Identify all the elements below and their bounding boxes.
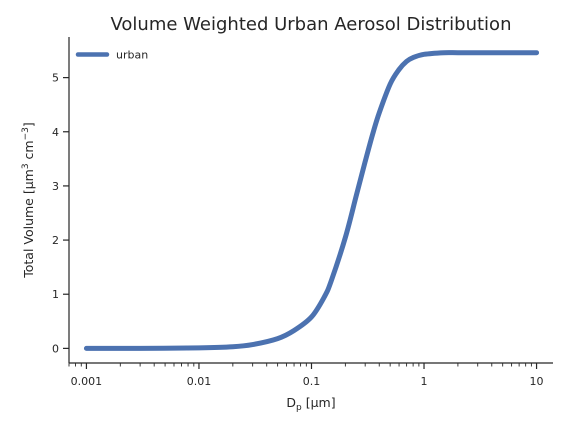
x-tick-label: 10 [530,375,544,388]
y-axis-label-part2: cm [21,140,36,163]
x-tick-label: 0.001 [71,375,103,388]
x-axis-label-base: D [286,395,296,410]
x-tick-label: 0.01 [187,375,212,388]
x-axis-label-sub: p [296,403,302,413]
y-axis-label-part1: Total Volume [μm [21,169,36,279]
y-axis-label-sup2: −3 [21,127,31,140]
legend: urban [75,49,148,62]
series-line-urban [83,50,540,351]
y-tick-label: 2 [52,234,59,247]
y-axis-label-sup1: 3 [21,163,31,169]
y-tick-label: 5 [52,72,59,85]
x-tick-label: 1 [421,375,428,388]
x-axis-label: Dp [μm] [286,395,335,413]
y-tick-label: 3 [52,180,59,193]
x-ticks: 0.001 0.01 0.1 1 10 [68,363,544,388]
axes: 0.001 0.01 0.1 1 10 0 1 2 3 4 5 [52,37,553,388]
chart-title: Volume Weighted Urban Aerosol Distributi… [111,14,512,35]
x-axis-label-rest: [μm] [302,395,336,410]
y-axis-label-part3: ] [21,122,36,127]
y-tick-label: 1 [52,288,59,301]
legend-label-urban: urban [116,49,148,62]
y-ticks: 0 1 2 3 4 5 [52,72,69,355]
x-tick-label: 0.1 [303,375,321,388]
y-axis-label: Total Volume [μm3 cm−3] [21,122,36,279]
y-tick-label: 4 [52,126,59,139]
series-layer [83,50,540,351]
y-tick-label: 0 [52,342,59,355]
